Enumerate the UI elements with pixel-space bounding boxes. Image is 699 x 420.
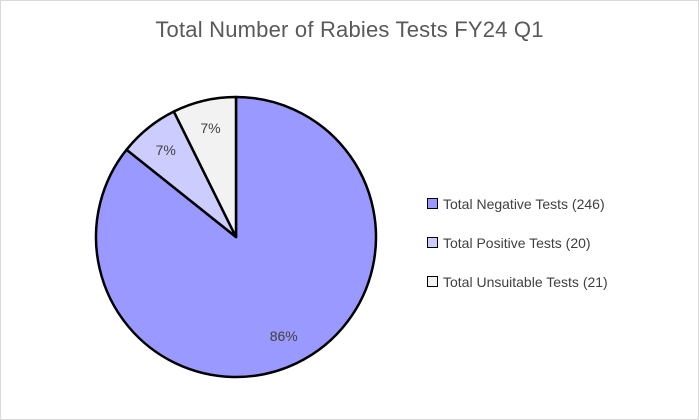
data-label-positive: 7% bbox=[156, 142, 176, 158]
legend-swatch-unsuitable bbox=[427, 276, 438, 287]
chart-title: Total Number of Rabies Tests FY24 Q1 bbox=[155, 17, 544, 42]
legend-label-positive: Total Positive Tests (20) bbox=[443, 234, 591, 251]
pie-slice-unsuitable bbox=[172, 95, 238, 239]
data-label-unsuitable: 7% bbox=[200, 120, 220, 136]
legend: Total Negative Tests (246) Total Positiv… bbox=[427, 184, 608, 301]
legend-item-negative: Total Negative Tests (246) bbox=[427, 184, 608, 223]
legend-label-negative: Total Negative Tests (246) bbox=[443, 195, 605, 212]
legend-swatch-negative bbox=[427, 198, 438, 209]
legend-item-positive: Total Positive Tests (20) bbox=[427, 223, 608, 262]
legend-label-unsuitable: Total Unsuitable Tests (21) bbox=[443, 273, 608, 290]
legend-swatch-positive bbox=[427, 237, 438, 248]
data-label-negative: 86% bbox=[270, 328, 298, 344]
legend-item-unsuitable: Total Unsuitable Tests (21) bbox=[427, 262, 608, 301]
